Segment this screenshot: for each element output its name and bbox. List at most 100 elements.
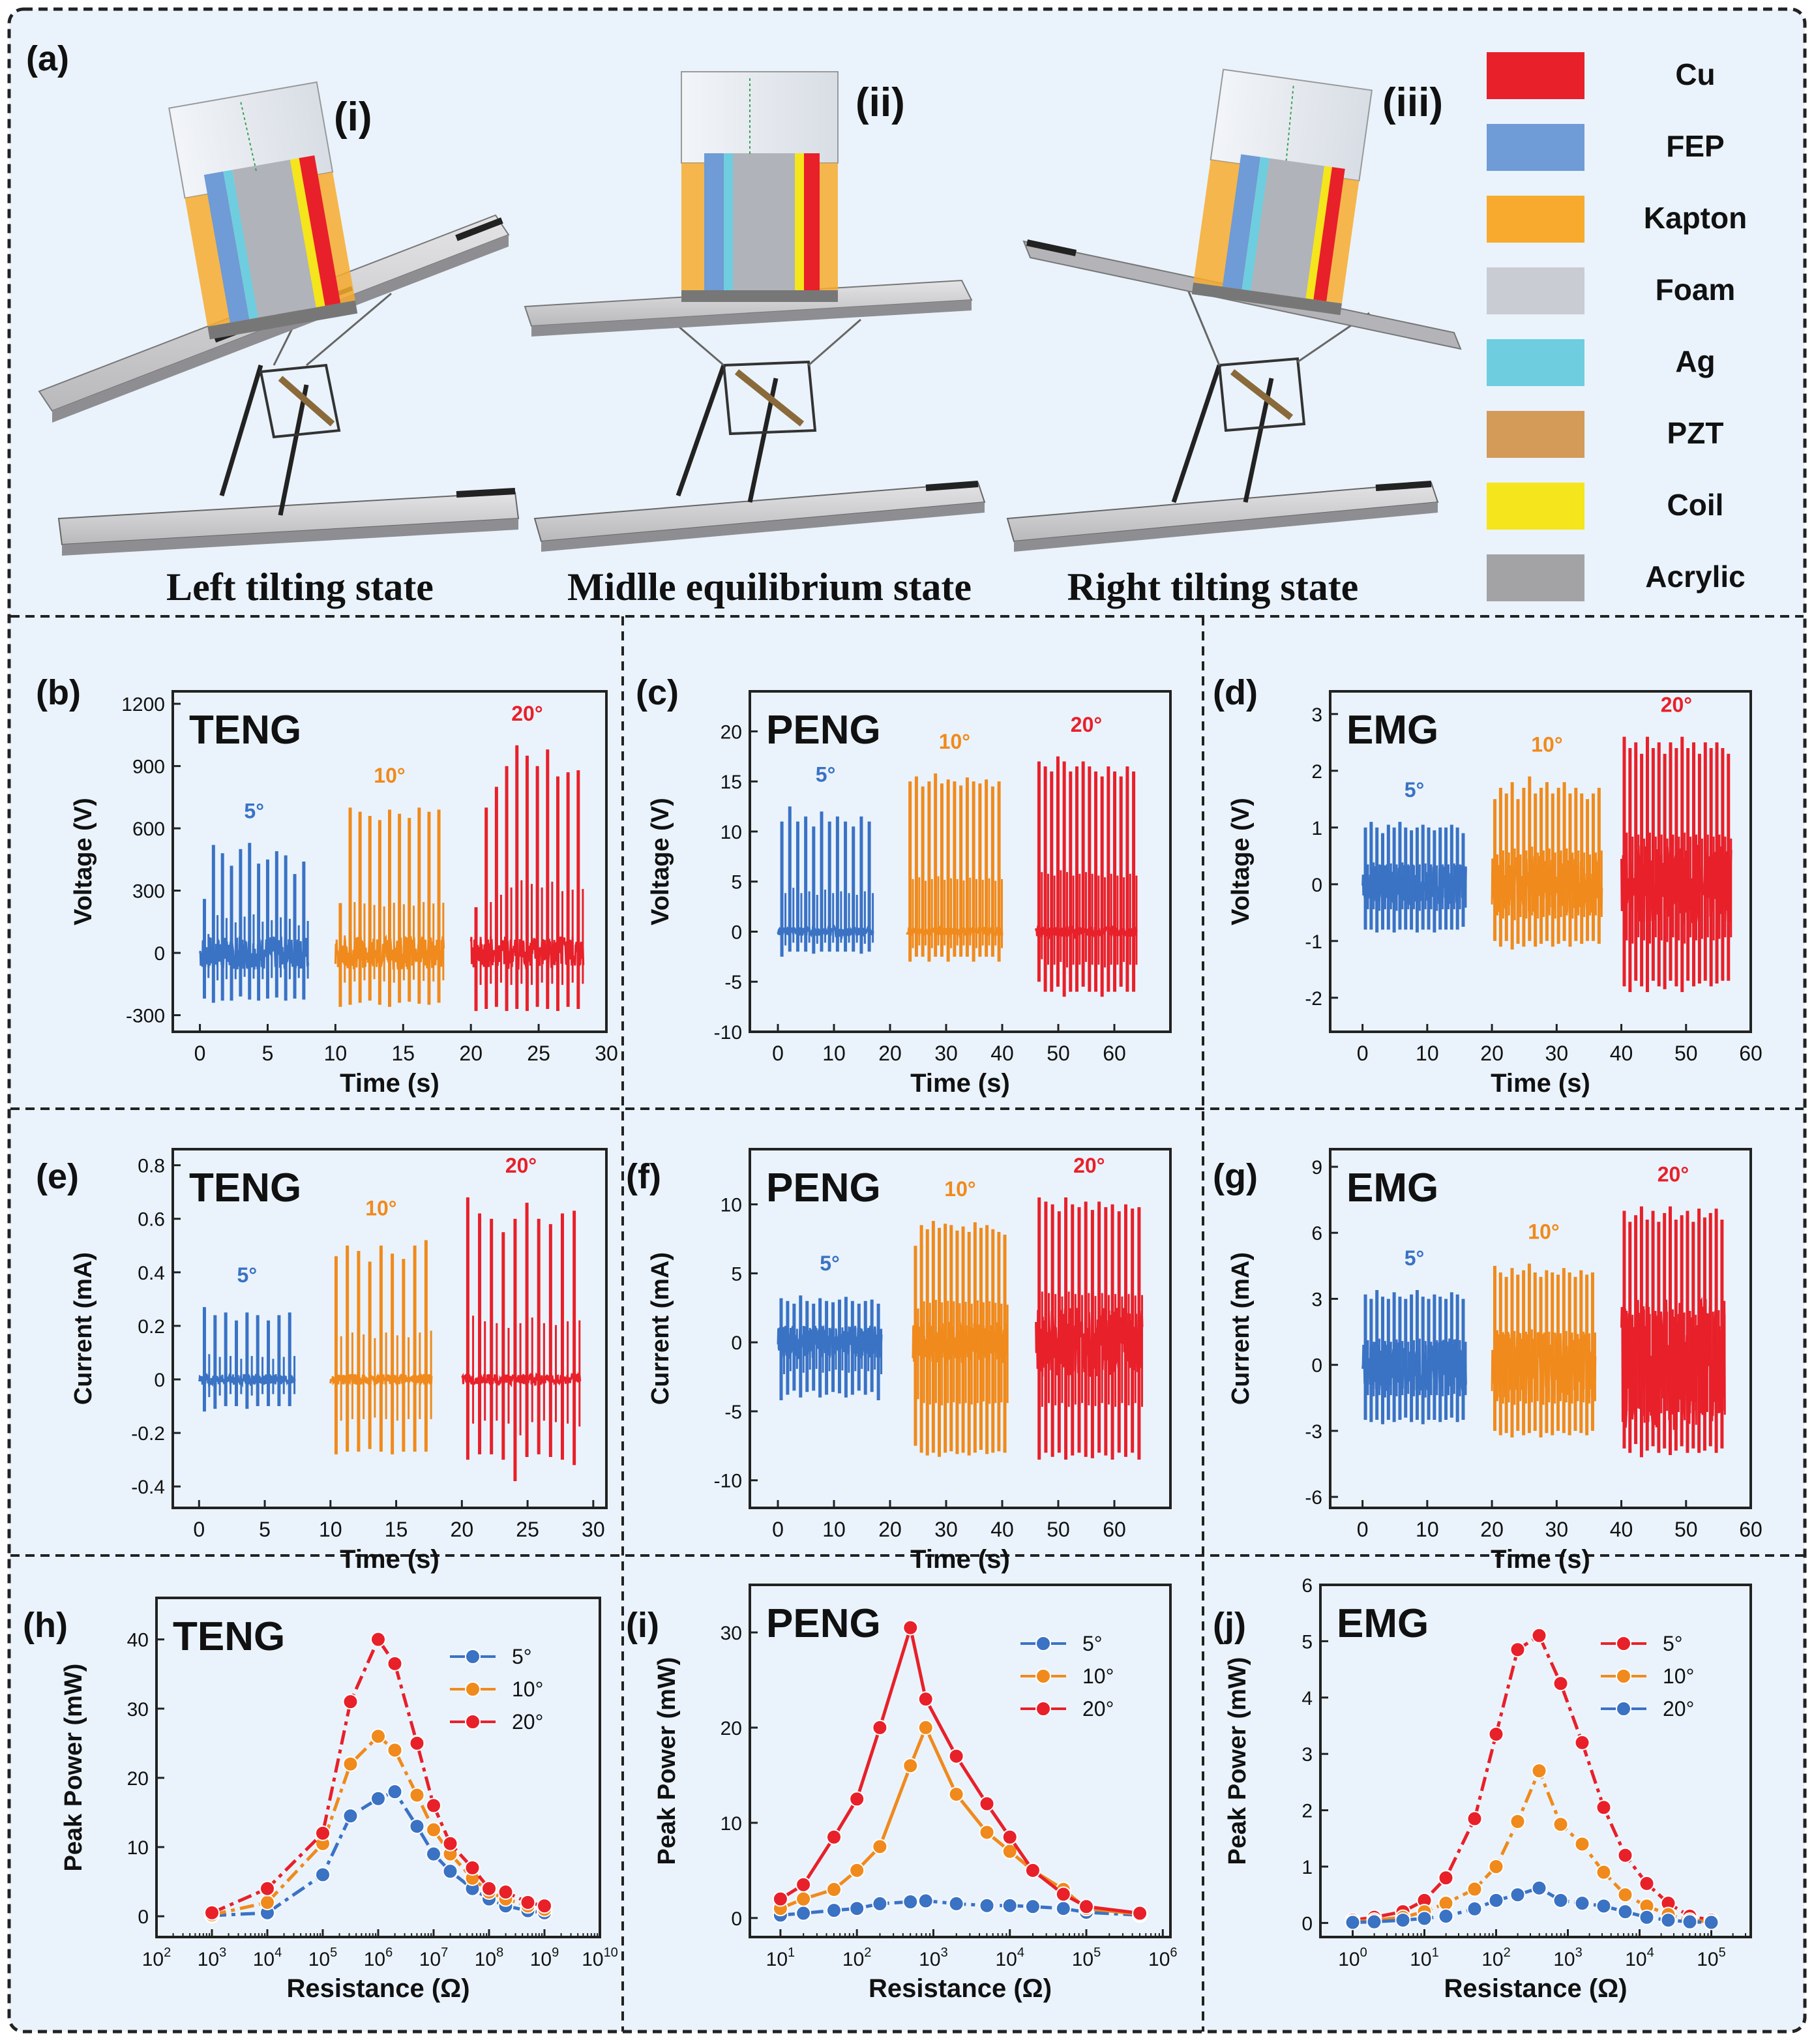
data-point — [387, 1655, 403, 1672]
panel-label-h: (h) — [23, 1606, 68, 1645]
y-tick-label: -1 — [1305, 931, 1322, 953]
y-tick-label: 0 — [1301, 1913, 1313, 1934]
series-c-0: 5° — [777, 763, 874, 957]
data-point — [902, 1894, 919, 1910]
data-point — [1531, 1763, 1547, 1779]
data-point — [204, 1904, 220, 1921]
chart-b: (b) -300 0 300 600 900 1200 0 5 10 15 20 25 30 Time (s… — [36, 673, 618, 1098]
chart-title: TENG — [189, 1165, 301, 1210]
y-tick-label: 10 — [721, 822, 742, 843]
y-axis-label: Peak Power (mW) — [1224, 1657, 1251, 1865]
y-axis-label: Voltage (V) — [70, 798, 97, 925]
data-point — [1078, 1899, 1094, 1915]
series-f-1: 10° — [912, 1177, 1009, 1457]
x-tick-label: 30 — [595, 1042, 618, 1065]
series-label: 20° — [505, 1154, 537, 1177]
y-tick-label: 0 — [154, 943, 165, 965]
x-tick-label: 101 — [766, 1946, 795, 1970]
legend-swatch-pzt — [1487, 411, 1584, 458]
x-tick-label: 25 — [516, 1518, 539, 1541]
x-tick-label: 50 — [1047, 1518, 1070, 1541]
panel-a-label: (a) — [26, 39, 69, 78]
panel-label-e: (e) — [36, 1157, 79, 1196]
y-tick-label: 15 — [721, 772, 742, 793]
chart-title: EMG — [1346, 708, 1438, 753]
y-tick-label: 2 — [1311, 761, 1322, 783]
series-label: 10° — [365, 1197, 396, 1220]
state-label-right: Right tilting state — [1067, 565, 1359, 609]
legend-label-kapton: Kapton — [1644, 201, 1747, 235]
data-point — [795, 1891, 812, 1907]
data-point — [979, 1824, 995, 1841]
data-point — [1024, 1899, 1041, 1915]
data-point — [1531, 1627, 1547, 1644]
y-axis-label: Voltage (V) — [647, 798, 674, 925]
x-tick-label: 10 — [822, 1518, 846, 1541]
series-g-1: 10° — [1491, 1220, 1597, 1438]
x-tick-label: 50 — [1047, 1042, 1070, 1065]
y-axis-label: Current (mA) — [1227, 1252, 1255, 1405]
x-tick-label: 30 — [1545, 1518, 1569, 1541]
material-legend: Cu FEP Kapton Foam Ag PZT Coil Acrylic — [1487, 52, 1747, 601]
y-axis-label: Voltage (V) — [1227, 798, 1255, 925]
series-label: 20° — [1073, 1154, 1105, 1177]
legend-item: 5° — [1020, 1632, 1103, 1655]
legend-swatch-ag — [1487, 339, 1584, 386]
series-g-0: 5° — [1361, 1246, 1467, 1424]
y-tick-label: 0.6 — [138, 1209, 165, 1231]
legend-label: 5° — [1082, 1632, 1103, 1655]
x-tick-label: 103 — [1553, 1946, 1583, 1970]
x-tick-label: 30 — [934, 1518, 958, 1541]
data-point — [1488, 1892, 1504, 1908]
series-d-1: 10° — [1491, 733, 1603, 950]
legend-label: 5° — [512, 1645, 532, 1668]
plot-frame-h — [155, 1597, 601, 1938]
data-point — [795, 1905, 812, 1921]
legend-item: 5° — [1601, 1632, 1683, 1655]
data-point — [1466, 1881, 1483, 1897]
legend-swatch-foam — [1487, 267, 1584, 314]
data-point — [1002, 1829, 1018, 1845]
data-point — [1132, 1905, 1148, 1921]
y-tick-label: 5 — [1301, 1631, 1313, 1653]
y-tick-label: 0 — [138, 1906, 149, 1928]
series-label: 5° — [1405, 1246, 1425, 1270]
series-c-1: 10° — [906, 730, 1004, 962]
data-point — [387, 1784, 403, 1800]
series-f-0: 5° — [777, 1252, 883, 1400]
series-label: 20° — [1071, 713, 1102, 736]
x-tick-label: 101 — [1410, 1946, 1439, 1970]
series-b-2: 20° — [469, 702, 585, 1012]
chart-title: PENG — [766, 1601, 881, 1646]
device-equilibrium — [524, 71, 986, 552]
x-tick-label: 0 — [772, 1518, 784, 1541]
data-point — [1438, 1908, 1454, 1925]
legend-swatch-cu — [1487, 52, 1584, 99]
x-tick-label: 30 — [934, 1042, 958, 1065]
legend-label: 10° — [512, 1677, 543, 1701]
x-tick-label: 104 — [253, 1946, 282, 1970]
data-point — [795, 1876, 812, 1893]
legend-marker — [1035, 1701, 1051, 1717]
panel-label-g: (g) — [1213, 1157, 1258, 1196]
legend-label: 20° — [512, 1710, 543, 1734]
series-label: 20° — [1658, 1163, 1689, 1186]
series-e-2: 20° — [461, 1154, 582, 1481]
data-point — [826, 1902, 842, 1919]
x-axis-label: Time (s) — [910, 1545, 1010, 1574]
x-tick-label: 5 — [262, 1042, 274, 1065]
plot-frame-e — [171, 1148, 608, 1509]
panel-label-j: (j) — [1213, 1606, 1246, 1645]
data-point — [426, 1822, 441, 1838]
x-tick-label: 30 — [1545, 1042, 1569, 1065]
data-point — [520, 1894, 536, 1910]
y-tick-label: 3 — [1301, 1744, 1313, 1766]
series-label: 10° — [374, 764, 405, 787]
series-i-2 — [772, 1619, 1148, 1921]
data-point — [1509, 1887, 1526, 1903]
chart-title: TENG — [189, 708, 301, 753]
data-point — [464, 1859, 481, 1876]
data-point — [1509, 1642, 1526, 1658]
legend-label-acrylic: Acrylic — [1645, 560, 1745, 594]
